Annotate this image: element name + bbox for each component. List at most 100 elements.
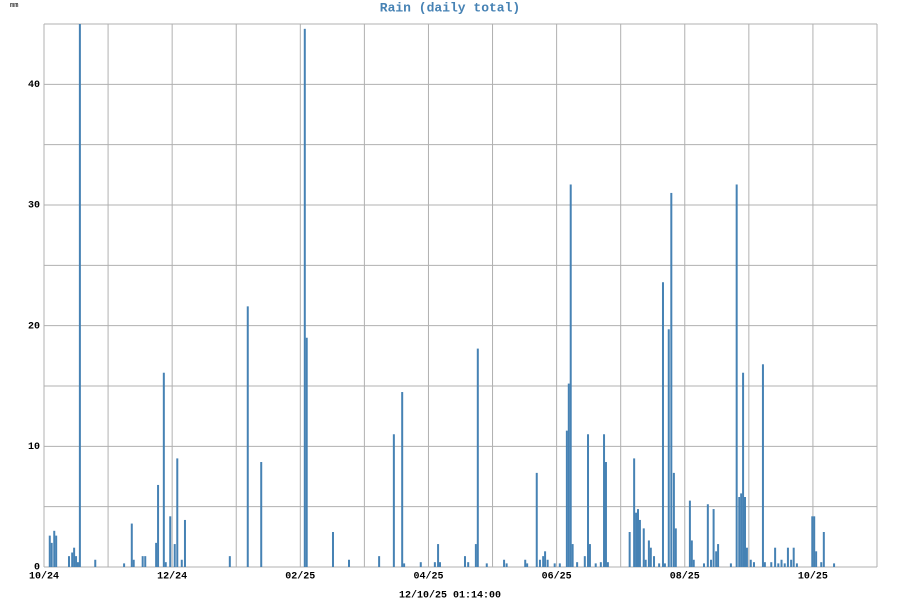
y-unit: mm <box>10 2 18 10</box>
bar <box>305 337 308 567</box>
bar <box>729 563 732 567</box>
bar <box>633 458 636 567</box>
bar <box>715 551 718 567</box>
bar <box>587 434 590 567</box>
bar <box>603 434 606 567</box>
bar <box>567 383 570 567</box>
bar <box>815 551 818 567</box>
bar <box>75 556 78 567</box>
bar <box>526 563 529 567</box>
bar <box>392 434 395 567</box>
bar <box>558 563 561 567</box>
bar <box>419 562 422 567</box>
bar <box>774 547 777 567</box>
bar <box>647 540 650 567</box>
bar <box>228 556 231 567</box>
bar <box>740 493 743 567</box>
bar <box>538 559 541 567</box>
x-tick-label: 10/25 <box>798 571 828 583</box>
bar <box>544 551 547 567</box>
bar <box>50 542 53 567</box>
bar <box>331 532 334 567</box>
bar <box>712 509 715 567</box>
bar <box>173 544 176 567</box>
bar <box>67 556 70 567</box>
bar <box>667 329 670 567</box>
bar <box>636 509 639 567</box>
bar <box>663 563 666 567</box>
bar <box>811 516 814 567</box>
bar <box>378 556 381 567</box>
bar <box>702 563 705 567</box>
bar <box>628 532 631 567</box>
bar <box>710 559 713 567</box>
bar <box>813 516 816 567</box>
bar <box>717 544 720 567</box>
bar <box>132 559 135 567</box>
bar <box>78 24 81 567</box>
bar <box>553 563 556 567</box>
bar <box>571 544 574 567</box>
bar <box>144 556 147 567</box>
bar <box>535 472 538 567</box>
bar <box>649 547 652 567</box>
bar <box>467 562 470 567</box>
bar <box>786 547 789 567</box>
bar <box>735 184 738 567</box>
bar <box>576 562 579 567</box>
bar <box>661 282 664 567</box>
x-tick-label: 12/24 <box>157 571 187 583</box>
bar <box>55 535 58 567</box>
x-label: 12/10/25 01:14:00 <box>399 590 501 600</box>
bar <box>164 562 167 567</box>
bar <box>792 547 795 567</box>
bar <box>76 562 79 567</box>
bar <box>176 458 179 567</box>
bar <box>162 372 165 567</box>
bar <box>542 556 545 567</box>
bar <box>433 562 436 567</box>
bar <box>474 544 477 567</box>
bar <box>653 556 656 567</box>
bar <box>644 559 647 567</box>
bar <box>820 562 823 567</box>
bar <box>48 535 51 567</box>
y-tick-label: 0 <box>34 563 40 574</box>
bar <box>690 540 693 567</box>
bar <box>752 562 755 567</box>
bar <box>742 372 745 567</box>
x-tick-label: 08/25 <box>670 571 700 583</box>
x-tick-label: 06/25 <box>542 571 572 583</box>
bar <box>524 559 527 567</box>
bar <box>141 556 144 567</box>
bar <box>692 559 695 567</box>
bar <box>674 528 677 567</box>
bar <box>73 547 76 567</box>
bar <box>71 552 74 567</box>
bar <box>485 563 488 567</box>
bar <box>780 559 783 567</box>
bar <box>795 563 798 567</box>
bar <box>438 562 441 567</box>
y-tick-label: 40 <box>28 80 40 91</box>
bar <box>53 530 56 567</box>
bar <box>130 523 133 567</box>
bar <box>642 528 645 567</box>
bar <box>658 563 661 567</box>
bar <box>670 192 673 567</box>
bar <box>638 519 641 567</box>
bar <box>822 532 825 567</box>
bar <box>260 462 263 567</box>
bar <box>303 28 306 568</box>
x-tick-label: 10/24 <box>29 571 59 583</box>
bar <box>738 497 741 567</box>
bar <box>744 497 747 567</box>
bar <box>505 563 508 567</box>
bar <box>403 563 406 567</box>
bar <box>604 462 607 567</box>
bar <box>476 348 479 567</box>
bar <box>588 544 591 567</box>
bar <box>565 430 568 567</box>
